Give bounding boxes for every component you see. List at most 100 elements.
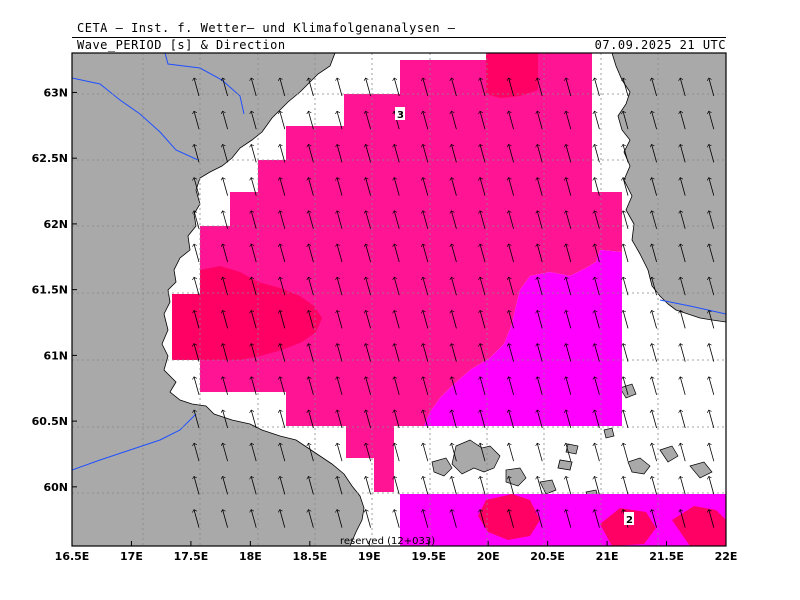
direction-arrow xyxy=(280,310,286,329)
direction-arrow xyxy=(394,144,400,163)
direction-arrow xyxy=(537,510,543,528)
direction-arrow xyxy=(680,277,686,296)
direction-arrow xyxy=(480,111,486,130)
direction-arrow xyxy=(366,310,371,329)
direction-arrow xyxy=(223,78,228,97)
direction-arrow xyxy=(280,510,286,528)
direction-arrow xyxy=(480,344,486,362)
direction-arrow xyxy=(366,78,371,97)
direction-arrow xyxy=(652,476,657,495)
direction-arrow xyxy=(366,211,371,229)
direction-arrow xyxy=(537,377,543,395)
direction-arrow xyxy=(623,111,629,130)
direction-arrow xyxy=(480,410,486,429)
direction-arrow xyxy=(623,476,629,495)
direction-arrow xyxy=(537,443,543,462)
direction-arrow xyxy=(337,144,343,163)
direction-arrow xyxy=(480,244,486,263)
direction-arrow xyxy=(709,144,715,163)
zone-period-3-red-north xyxy=(486,53,538,98)
direction-arrow xyxy=(652,111,657,130)
direction-arrow xyxy=(280,377,286,395)
direction-arrow xyxy=(451,244,457,263)
lon-tick-label: 16.5E xyxy=(55,550,90,563)
direction-arrow xyxy=(366,377,371,395)
lat-tick-label: 63N xyxy=(43,86,68,99)
direction-arrow xyxy=(480,510,486,528)
direction-arrow xyxy=(251,111,257,130)
direction-arrow xyxy=(337,476,343,495)
direction-arrow xyxy=(280,443,286,462)
direction-arrow xyxy=(251,443,257,462)
contour-label-2: 2 xyxy=(626,515,633,526)
direction-arrow xyxy=(709,344,715,362)
direction-arrow xyxy=(366,144,371,163)
direction-arrow xyxy=(566,443,572,462)
direction-arrow xyxy=(451,178,457,196)
direction-arrow xyxy=(537,211,543,229)
direction-arrow xyxy=(366,244,371,263)
lat-tick-label: 62.5N xyxy=(32,152,68,165)
direction-arrow xyxy=(194,344,200,362)
direction-arrow xyxy=(223,244,228,263)
direction-arrow xyxy=(451,111,457,130)
lat-tick-label: 60.5N xyxy=(32,415,68,428)
direction-arrow xyxy=(623,244,629,263)
direction-arrow xyxy=(623,178,629,196)
direction-arrow xyxy=(308,510,314,528)
lon-tick-label: 20E xyxy=(477,550,500,563)
lon-tick-label: 17E xyxy=(120,550,143,563)
direction-arrow xyxy=(194,377,200,395)
direction-arrow xyxy=(680,510,686,528)
direction-arrow xyxy=(423,476,429,495)
direction-arrow xyxy=(280,410,286,429)
direction-arrow xyxy=(423,178,429,196)
direction-arrow xyxy=(394,178,400,196)
direction-arrow xyxy=(280,178,286,196)
direction-arrow xyxy=(652,78,657,97)
direction-arrow xyxy=(423,111,429,130)
lat-tick-label: 61N xyxy=(43,349,68,362)
direction-arrow xyxy=(251,310,257,329)
direction-arrow xyxy=(423,377,429,395)
direction-arrow xyxy=(509,443,514,462)
direction-arrow xyxy=(394,310,400,329)
lon-tick-label: 17.5E xyxy=(174,550,209,563)
direction-arrow xyxy=(623,377,629,395)
longitude-axis: 16.5E 17E 17.5E 18E 18.5E 19E 19.5E 20E 20.5E 21E… xyxy=(55,541,737,563)
direction-arrow xyxy=(251,178,257,196)
direction-arrow xyxy=(337,244,343,263)
lon-tick-label: 19E xyxy=(358,550,381,563)
direction-arrow xyxy=(308,344,314,362)
header-datetime: 07.09.2025 21 UTC xyxy=(594,38,726,52)
direction-arrow xyxy=(480,144,486,163)
direction-arrow xyxy=(709,510,715,528)
direction-arrow xyxy=(566,78,572,97)
direction-arrow xyxy=(680,377,686,395)
direction-arrow xyxy=(451,277,457,296)
direction-arrow xyxy=(251,510,257,528)
direction-arrow xyxy=(680,476,686,495)
direction-arrow xyxy=(594,277,600,296)
direction-arrow xyxy=(194,144,200,163)
direction-arrow xyxy=(394,211,400,229)
zone-period-3-red-far-east xyxy=(672,506,726,546)
direction-arrow xyxy=(709,277,715,296)
direction-arrow xyxy=(280,78,286,97)
direction-arrow xyxy=(509,476,514,495)
map-layers: 3 2 reserved (12+033) xyxy=(72,53,726,546)
direction-arrow xyxy=(594,410,600,429)
direction-arrow xyxy=(423,510,429,528)
direction-arrow xyxy=(480,310,486,329)
direction-arrow xyxy=(308,476,314,495)
zone-period-3-red-west xyxy=(172,266,322,360)
direction-arrow xyxy=(308,111,314,130)
direction-arrow xyxy=(194,310,200,329)
direction-arrow xyxy=(594,244,600,263)
direction-arrow xyxy=(709,211,715,229)
direction-arrow xyxy=(366,410,371,429)
direction-arrow xyxy=(223,510,228,528)
lat-tick-label: 62N xyxy=(43,218,68,231)
direction-arrow xyxy=(537,277,543,296)
